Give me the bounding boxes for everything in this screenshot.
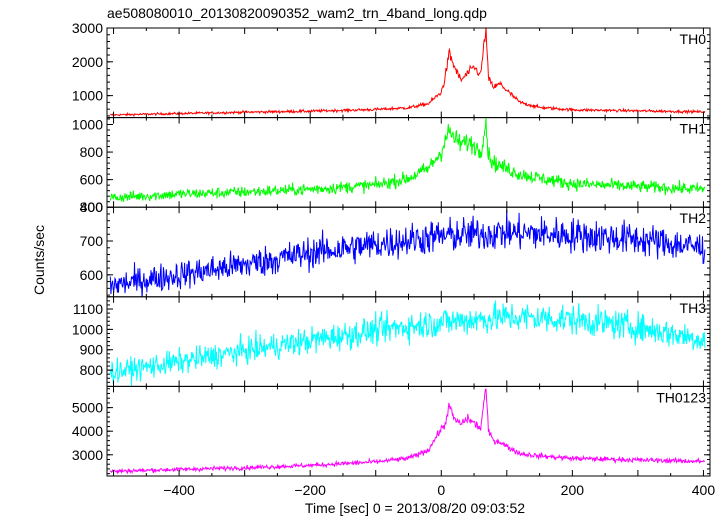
panel-frame bbox=[106, 385, 711, 477]
series-line-th0123 bbox=[109, 388, 706, 475]
panels-group: TH0100020003000TH14006008001000TH2600700… bbox=[72, 20, 715, 498]
y-tick-label: 400 bbox=[80, 199, 104, 215]
x-axis-title: Time [sec] 0 = 2013/08/20 09:03:52 bbox=[305, 500, 525, 516]
series-line-th1 bbox=[109, 117, 706, 202]
panel-label: TH0 bbox=[680, 31, 707, 47]
x-tick-label: 200 bbox=[561, 482, 585, 498]
x-tick-label: 400 bbox=[692, 482, 716, 498]
y-tick-label: 800 bbox=[80, 199, 104, 215]
series-line-th0 bbox=[110, 28, 706, 117]
y-tick-label: 2000 bbox=[72, 54, 103, 70]
y-tick-label: 1100 bbox=[73, 301, 103, 317]
panel-label: TH2 bbox=[680, 210, 707, 226]
y-tick-label: 800 bbox=[80, 144, 104, 160]
panel-th0123: TH0123 3000 4000 5000 −400 −200 0 200 400 bbox=[72, 385, 716, 498]
y-tick-label: 600 bbox=[80, 267, 104, 283]
panel-th3: TH3 800 900 1000 1100 bbox=[72, 296, 711, 387]
y-tick-label: 3000 bbox=[72, 20, 103, 36]
y-tick-label: 700 bbox=[80, 233, 104, 249]
panel-th1: TH1 400 600 800 1000 bbox=[72, 116, 711, 215]
panel-frame bbox=[106, 27, 711, 119]
panel-th0: TH0 1000 2000 3000 bbox=[72, 20, 711, 119]
y-tick-label: 900 bbox=[80, 342, 104, 358]
chart-title: ae508080010_20130820090352_wam2_trn_4ban… bbox=[107, 5, 487, 21]
x-tick-label: −400 bbox=[163, 482, 195, 498]
panel-frame bbox=[106, 206, 711, 298]
series-line-th3 bbox=[109, 300, 706, 387]
y-tick-label: 3000 bbox=[72, 447, 103, 463]
series-line-th2 bbox=[109, 209, 706, 297]
panel-th2: TH2 600 700 800 bbox=[80, 199, 711, 298]
y-tick-label: 1000 bbox=[72, 321, 103, 337]
y-tick-label: 600 bbox=[80, 172, 104, 188]
x-tick-label: −200 bbox=[294, 482, 326, 498]
panel-frame bbox=[106, 117, 711, 208]
y-tick-label: 4000 bbox=[72, 423, 103, 439]
panel-label: TH0123 bbox=[656, 389, 706, 405]
y-tick-label: 1000 bbox=[72, 88, 103, 104]
y-axis-title: Counts/sec bbox=[31, 225, 47, 295]
y-tick-label: 800 bbox=[80, 362, 104, 378]
panel-label: TH3 bbox=[680, 300, 707, 316]
y-tick-label: 1000 bbox=[72, 116, 103, 132]
y-tick-label: 5000 bbox=[72, 400, 103, 416]
panel-label: TH1 bbox=[680, 121, 707, 137]
x-tick-label: 0 bbox=[437, 482, 445, 498]
panel-frame bbox=[106, 296, 711, 387]
